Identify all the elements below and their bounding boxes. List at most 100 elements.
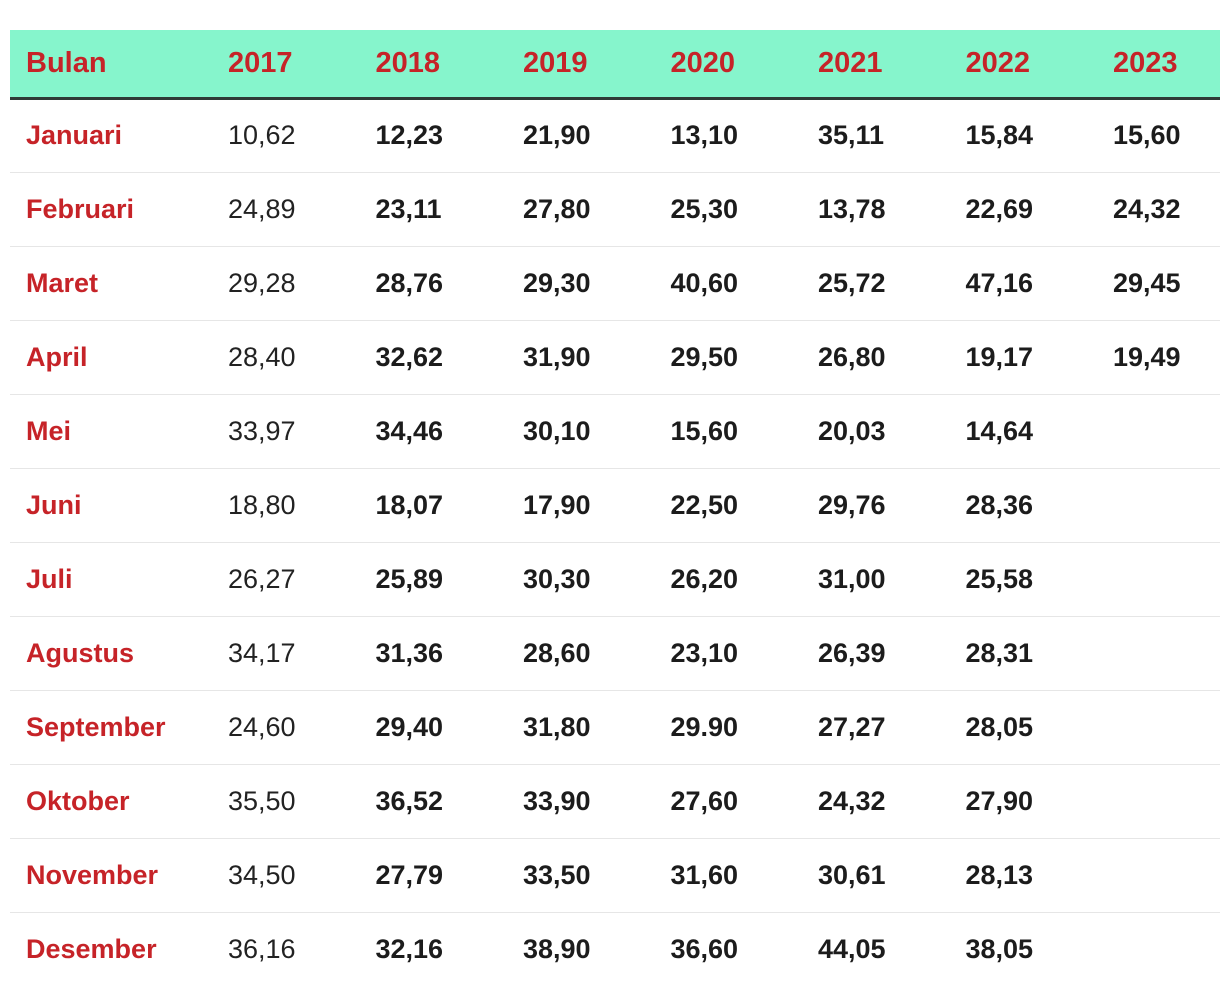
value-cell-2017: 36,16	[228, 933, 296, 964]
value-cell-2018: 36,52	[359, 764, 507, 839]
value-cell-2020: 22,50	[654, 468, 802, 543]
value-cell-2018: 25,89	[359, 542, 507, 617]
table-row: September 24,60 29,40 31,80 29.90 27,27 28,05	[10, 690, 1220, 765]
month-cell: Juli	[10, 542, 212, 617]
value-cell-2021: 44,05	[818, 933, 886, 964]
value-cell-2020: 25,30	[654, 172, 802, 247]
value-cell-2017: 24,89	[212, 172, 360, 247]
value-cell-2020: 26,20	[654, 542, 802, 617]
value-cell-2017: 33,97	[212, 394, 360, 469]
value-cell-2022: 15,84	[949, 98, 1097, 173]
value-cell-2019: 31,90	[507, 320, 655, 395]
value-cell-2023: 19,49	[1097, 320, 1220, 395]
value-cell-2021: 20,03	[802, 394, 950, 469]
month-cell: Juni	[10, 468, 212, 543]
header-year-2019: 2019	[507, 30, 655, 100]
value-cell-2020: 15,60	[654, 394, 802, 469]
value-cell-2017: 26,27	[212, 542, 360, 617]
value-cell-2021: 13,78	[802, 172, 950, 247]
value-cell-2019: 31,80	[507, 690, 655, 765]
value-cell-2018: 34,46	[359, 394, 507, 469]
month-cell: September	[10, 690, 212, 765]
value-cell-2023	[1097, 912, 1220, 986]
table-row: Desember 36,16 32,16 38,90 36,60 44,05 38,05	[10, 912, 1220, 986]
value-cell-2018: 32,62	[359, 320, 507, 395]
value-cell-2017: 10,62	[212, 98, 360, 173]
value-cell-2017: 34,17	[212, 616, 360, 691]
value-cell-2020: 13,10	[654, 98, 802, 173]
value-cell-2023: 29,45	[1097, 246, 1220, 321]
value-cell-2018: 28,76	[359, 246, 507, 321]
table-row: November 34,50 27,79 33,50 31,60 30,61 28,13	[10, 838, 1220, 913]
value-cell-2023: 15,60	[1097, 98, 1220, 173]
table-row: Maret 29,28 28,76 29,30 40,60 25,72 47,16 29,45	[10, 246, 1220, 321]
value-cell-2018: 27,79	[359, 838, 507, 913]
value-cell-2023	[1097, 616, 1220, 691]
value-cell-2022: 14,64	[949, 394, 1097, 469]
value-cell-2021: 26,39	[802, 616, 950, 691]
table-row: Juni 18,80 18,07 17,90 22,50 29,76 28,36	[10, 468, 1220, 543]
value-cell-2018: 32,16	[375, 933, 444, 964]
header-row: Bulan 2017 2018 2019 2020 2021 2022 2023	[10, 30, 1220, 100]
value-cell-2023	[1097, 764, 1220, 839]
table-row: April 28,40 32,62 31,90 29,50 26,80 19,17 19,49	[10, 320, 1220, 395]
value-cell-2017: 29,28	[212, 246, 360, 321]
value-cell-2022: 38,05	[965, 933, 1034, 964]
month-cell: Mei	[10, 394, 212, 469]
value-cell-2021: 30,61	[802, 838, 950, 913]
value-cell-2021: 27,27	[802, 690, 950, 765]
month-cell: Januari	[10, 98, 212, 173]
value-cell-2018: 31,36	[359, 616, 507, 691]
value-cell-2021: 24,32	[802, 764, 950, 839]
value-cell-2023: 24,32	[1097, 172, 1220, 247]
value-cell-2019: 30,10	[507, 394, 655, 469]
header-year-2022: 2022	[949, 30, 1097, 100]
value-cell-2020: 27,60	[654, 764, 802, 839]
table-header: Bulan 2017 2018 2019 2020 2021 2022 2023	[10, 30, 1220, 100]
value-cell-2020: 31,60	[654, 838, 802, 913]
value-cell-2022: 19,17	[949, 320, 1097, 395]
value-cell-2017: 24,60	[212, 690, 360, 765]
value-cell-2019: 29,30	[507, 246, 655, 321]
value-cell-2023	[1097, 394, 1220, 469]
value-cell-2022: 47,16	[949, 246, 1097, 321]
value-cell-2018: 23,11	[359, 172, 507, 247]
value-cell-2023	[1097, 468, 1220, 543]
value-cell-2019: 28,60	[507, 616, 655, 691]
value-cell-2018: 12,23	[359, 98, 507, 173]
value-cell-2020: 23,10	[654, 616, 802, 691]
value-cell-2022: 22,69	[949, 172, 1097, 247]
monthly-data-table: Bulan 2017 2018 2019 2020 2021 2022 2023 Januar…	[10, 30, 1220, 986]
value-cell-2018: 18,07	[359, 468, 507, 543]
month-cell: Oktober	[10, 764, 212, 839]
value-cell-2020: 36,60	[670, 933, 739, 964]
value-cell-2020: 29.90	[654, 690, 802, 765]
value-cell-2022: 27,90	[949, 764, 1097, 839]
value-cell-2022: 28,05	[949, 690, 1097, 765]
header-year-2021: 2021	[802, 30, 950, 100]
month-cell: Agustus	[10, 616, 212, 691]
value-cell-2017: 35,50	[212, 764, 360, 839]
header-year-2020: 2020	[654, 30, 802, 100]
month-cell: Maret	[10, 246, 212, 321]
month-cell: April	[10, 320, 212, 395]
header-year-2017: 2017	[212, 30, 360, 100]
table-row: Oktober 35,50 36,52 33,90 27,60 24,32 27,90	[10, 764, 1220, 839]
value-cell-2017: 28,40	[212, 320, 360, 395]
month-cell: November	[10, 838, 212, 913]
value-cell-2020: 40,60	[654, 246, 802, 321]
table-body: Januari 10,62 12,23 21,90 13,10 35,11 15,84 15,…	[10, 98, 1220, 986]
table-row: Agustus 34,17 31,36 28,60 23,10 26,39 28,31	[10, 616, 1220, 691]
value-cell-2022: 28,36	[949, 468, 1097, 543]
value-cell-2022: 25,58	[949, 542, 1097, 617]
value-cell-2019: 27,80	[507, 172, 655, 247]
value-cell-2023	[1097, 542, 1220, 617]
month-cell: Desember	[26, 933, 157, 964]
value-cell-2019: 21,90	[507, 98, 655, 173]
value-cell-2023	[1097, 838, 1220, 913]
value-cell-2019: 30,30	[507, 542, 655, 617]
table-row: Februari 24,89 23,11 27,80 25,30 13,78 22,69 24…	[10, 172, 1220, 247]
month-cell: Februari	[10, 172, 212, 247]
value-cell-2021: 29,76	[802, 468, 950, 543]
value-cell-2017: 34,50	[212, 838, 360, 913]
